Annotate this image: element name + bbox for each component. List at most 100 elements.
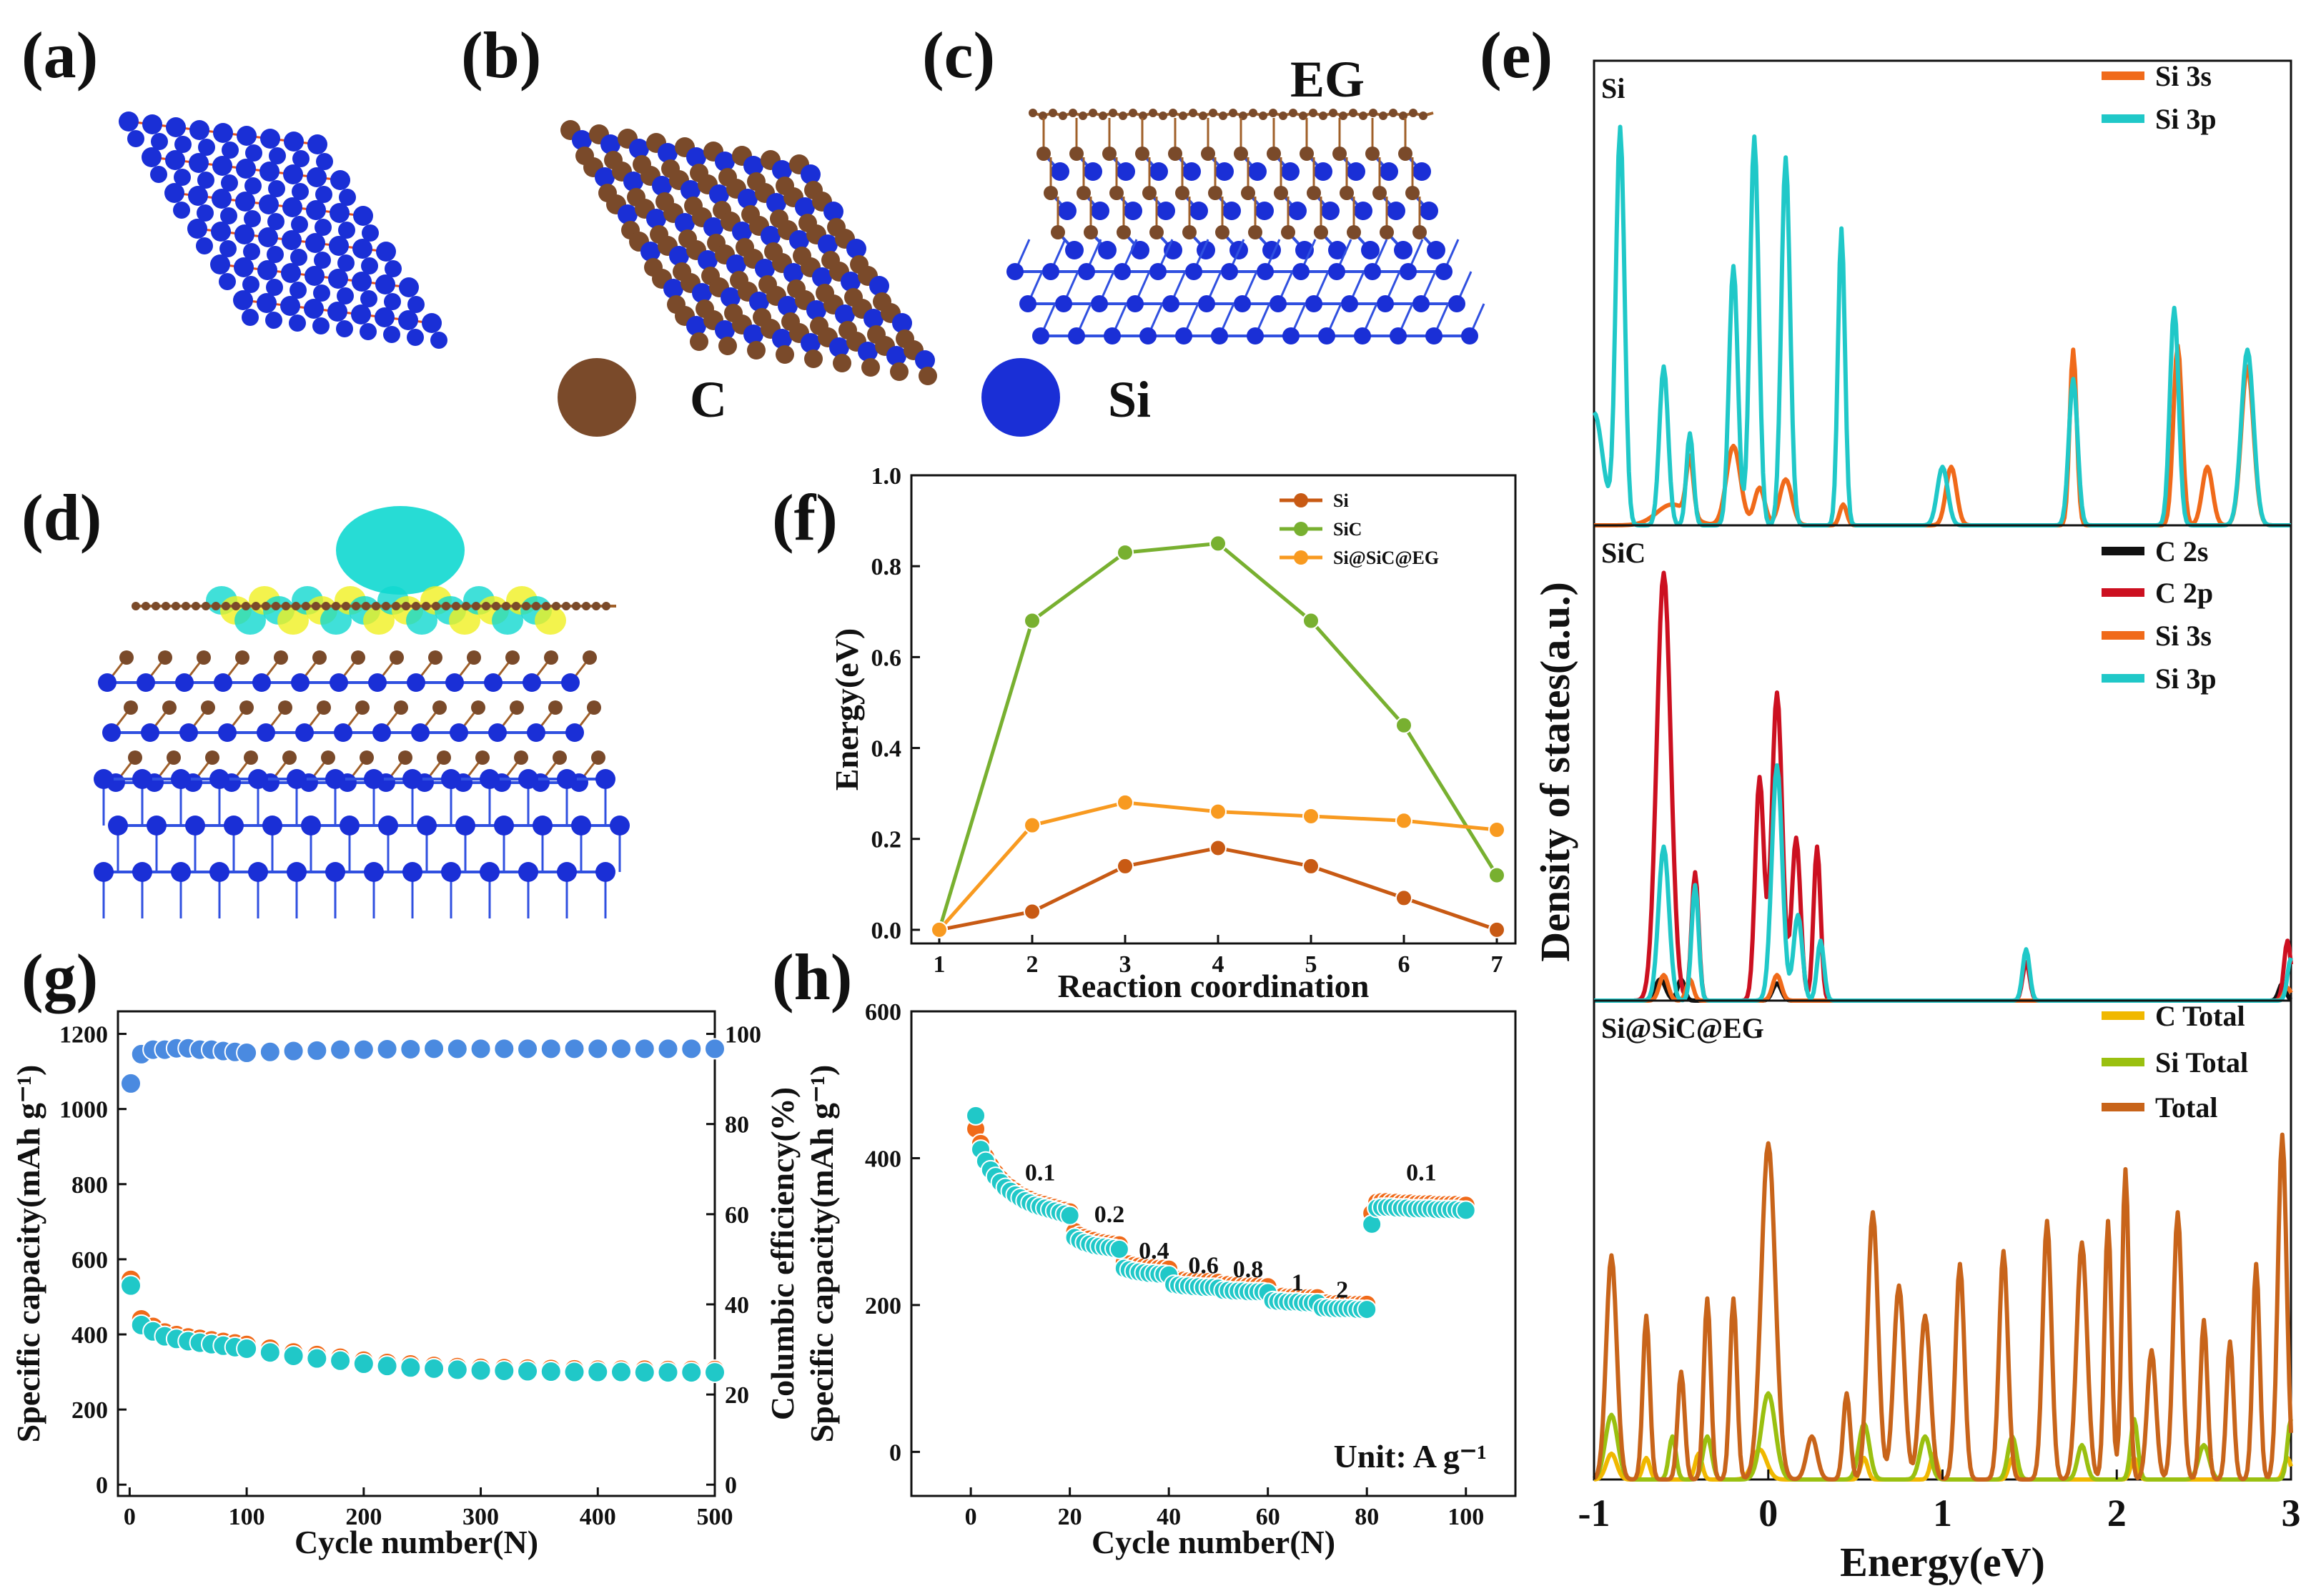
si-atom	[375, 307, 395, 327]
graphene-c-atom	[1379, 111, 1387, 120]
x-tick-label: 100	[229, 1504, 265, 1530]
y-tick-label: 0	[889, 1439, 901, 1466]
si-atom	[212, 189, 232, 209]
si-atom	[1400, 263, 1417, 280]
data-point-Columbic-efficiency	[352, 1039, 375, 1061]
si-atom	[233, 290, 253, 310]
si-atom	[147, 816, 167, 836]
graphene-c-atom	[1229, 109, 1237, 117]
si-atom	[257, 260, 277, 280]
data-point-Columbic-efficiency	[423, 1038, 445, 1060]
graphene-c-atom	[1079, 111, 1087, 120]
c-atom	[747, 341, 766, 360]
data-point-Discharge	[1059, 1205, 1080, 1226]
si-atom	[703, 217, 723, 237]
si-atom	[430, 332, 447, 349]
density-of-states-chart: Si Si 3s Si 3p SiC C 2s C 2p Si 3s Si 3p Si@SiC@…	[1532, 59, 2301, 1585]
c-atom	[1208, 186, 1222, 200]
si-atom	[1435, 263, 1453, 280]
data-point-Discharge-capacity	[282, 1344, 305, 1367]
panel-label-g: (g)	[21, 941, 98, 1013]
si-atom	[1305, 295, 1322, 312]
si-atom	[823, 202, 843, 222]
si-atom	[222, 142, 239, 159]
graphene-c-atom	[1359, 111, 1367, 120]
si-atom	[280, 296, 300, 316]
graphene-c-atom	[502, 602, 510, 610]
graphene-c-atom	[1129, 109, 1137, 117]
c-atom	[244, 750, 258, 765]
graphene-c-atom	[312, 602, 320, 610]
si-atom	[313, 284, 330, 302]
graphene-c-atom	[192, 602, 200, 610]
si-atom	[353, 206, 373, 226]
graphene-c-atom	[482, 602, 490, 610]
si-atom	[307, 167, 327, 187]
si-atom	[595, 862, 615, 882]
si-atom	[243, 243, 260, 260]
data-point-Si@SiC@EG	[1488, 821, 1505, 839]
si-atom	[220, 207, 237, 224]
si-atom	[1257, 263, 1274, 280]
graphene-c-atom	[1369, 109, 1377, 117]
x-tick-label: 0	[1758, 1492, 1778, 1535]
si-atom	[422, 313, 442, 333]
y-tick-label: 400	[71, 1322, 108, 1349]
si-atom	[306, 200, 326, 220]
graphene-c-atom	[332, 602, 340, 610]
si-atom	[269, 147, 286, 164]
si-atom	[812, 267, 832, 287]
c-atom	[833, 354, 851, 372]
si-atom	[1377, 295, 1394, 312]
si-atom	[362, 224, 379, 242]
si-atom	[142, 147, 162, 167]
c-atom	[119, 650, 134, 665]
si-atom	[726, 254, 746, 274]
si-atom	[772, 329, 792, 349]
graphene-c-atom	[492, 602, 500, 610]
c-atom	[124, 700, 138, 715]
x-tick-label: 500	[697, 1504, 733, 1530]
si-atom	[248, 769, 268, 789]
si-atom	[141, 723, 159, 742]
x-tick-label: 400	[580, 1504, 616, 1530]
data-point-Discharge-capacity	[259, 1342, 281, 1364]
x-tick-label: 2	[2107, 1492, 2127, 1535]
graphene-c-atom	[232, 602, 240, 610]
si-atom	[1084, 162, 1102, 181]
c-atom	[1182, 225, 1197, 239]
graphene-c-atom	[542, 602, 550, 610]
x-tick-label: 0	[124, 1504, 136, 1530]
data-point-SiC	[1117, 544, 1134, 562]
data-point-Discharge-capacity	[681, 1362, 703, 1384]
si-atom	[1091, 202, 1109, 220]
c-atom	[1201, 147, 1215, 161]
si-atom	[402, 769, 422, 789]
si-atom	[259, 194, 279, 214]
c-atom	[1084, 225, 1098, 239]
graphene-c-atom	[532, 602, 540, 610]
data-point-Columbic-efficiency	[704, 1038, 726, 1060]
graphene-c-atom	[1059, 111, 1067, 120]
si-atom	[98, 673, 117, 692]
rate-label: 0.6	[1188, 1253, 1219, 1279]
si-atom	[1149, 162, 1168, 181]
si-atom	[236, 159, 256, 179]
si-atom	[533, 816, 553, 836]
si-atom	[315, 186, 332, 203]
c-atom	[197, 650, 211, 665]
c-atom	[1281, 225, 1295, 239]
si-atom	[523, 673, 541, 692]
si-atom	[1139, 327, 1157, 345]
graphene-c-atom	[142, 602, 150, 610]
si-atom	[743, 156, 763, 176]
c-atom	[1215, 225, 1229, 239]
si-atom	[108, 816, 128, 836]
si-atom	[595, 769, 615, 789]
si-atom	[266, 279, 283, 296]
c-atom	[274, 650, 288, 665]
si-atom	[886, 346, 906, 366]
data-point-Discharge-capacity	[376, 1355, 398, 1377]
c-atom	[1069, 147, 1084, 161]
si-atom	[267, 213, 284, 230]
